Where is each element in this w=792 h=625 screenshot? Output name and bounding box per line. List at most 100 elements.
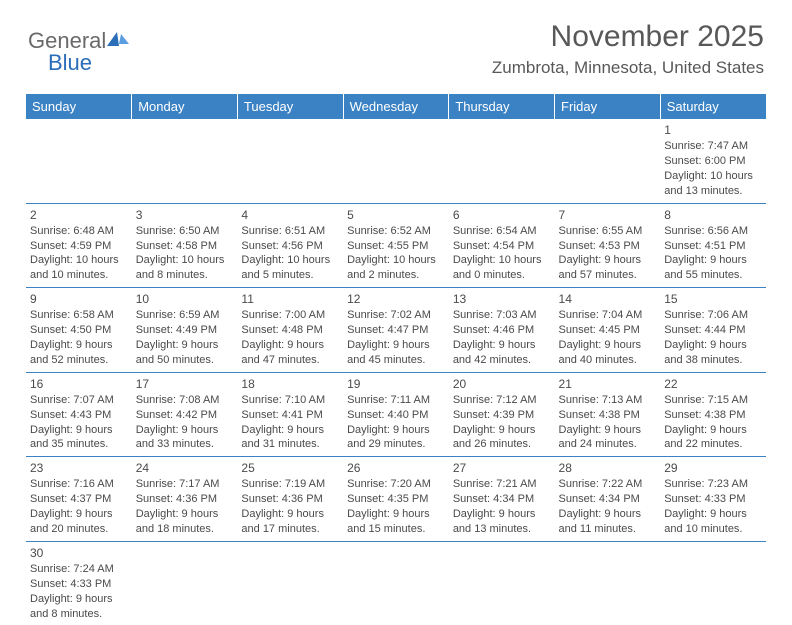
daylight-text: Daylight: 9 hours xyxy=(453,423,551,438)
logo-sail-icon xyxy=(107,32,119,46)
calendar-table: SundayMondayTuesdayWednesdayThursdayFrid… xyxy=(26,94,766,625)
sunset-text: Sunset: 4:45 PM xyxy=(559,323,657,338)
calendar-cell: 8Sunrise: 6:56 AMSunset: 4:51 PMDaylight… xyxy=(660,203,766,288)
daylight-text: and 45 minutes. xyxy=(347,353,445,368)
sunrise-text: Sunrise: 7:20 AM xyxy=(347,477,445,492)
weekday-header: Tuesday xyxy=(237,94,343,119)
month-title: November 2025 xyxy=(492,20,764,54)
sunset-text: Sunset: 4:59 PM xyxy=(30,239,128,254)
daylight-text: Daylight: 9 hours xyxy=(30,592,128,607)
day-number: 16 xyxy=(30,376,128,392)
daylight-text: Daylight: 9 hours xyxy=(241,423,339,438)
calendar-cell: 29Sunrise: 7:23 AMSunset: 4:33 PMDayligh… xyxy=(660,457,766,542)
daylight-text: and 55 minutes. xyxy=(664,268,762,283)
day-number: 2 xyxy=(30,207,128,223)
day-number: 18 xyxy=(241,376,339,392)
calendar-cell: 22Sunrise: 7:15 AMSunset: 4:38 PMDayligh… xyxy=(660,372,766,457)
daylight-text: and 15 minutes. xyxy=(347,522,445,537)
calendar-cell: 2Sunrise: 6:48 AMSunset: 4:59 PMDaylight… xyxy=(26,203,132,288)
sunset-text: Sunset: 4:48 PM xyxy=(241,323,339,338)
sunset-text: Sunset: 4:41 PM xyxy=(241,408,339,423)
daylight-text: and 52 minutes. xyxy=(30,353,128,368)
weekday-header: Friday xyxy=(555,94,661,119)
daylight-text: and 38 minutes. xyxy=(664,353,762,368)
calendar-cell xyxy=(132,119,238,203)
daylight-text: and 57 minutes. xyxy=(559,268,657,283)
daylight-text: and 13 minutes. xyxy=(453,522,551,537)
title-block: November 2025 Zumbrota, Minnesota, Unite… xyxy=(492,20,764,78)
daylight-text: and 47 minutes. xyxy=(241,353,339,368)
sunset-text: Sunset: 4:37 PM xyxy=(30,492,128,507)
calendar-cell: 30Sunrise: 7:24 AMSunset: 4:33 PMDayligh… xyxy=(26,541,132,625)
calendar-cell: 6Sunrise: 6:54 AMSunset: 4:54 PMDaylight… xyxy=(449,203,555,288)
day-number: 19 xyxy=(347,376,445,392)
daylight-text: Daylight: 9 hours xyxy=(664,423,762,438)
daylight-text: and 29 minutes. xyxy=(347,437,445,452)
day-number: 20 xyxy=(453,376,551,392)
calendar-cell: 5Sunrise: 6:52 AMSunset: 4:55 PMDaylight… xyxy=(343,203,449,288)
calendar-cell: 3Sunrise: 6:50 AMSunset: 4:58 PMDaylight… xyxy=(132,203,238,288)
sunrise-text: Sunrise: 6:54 AM xyxy=(453,224,551,239)
weekday-header: Monday xyxy=(132,94,238,119)
sunrise-text: Sunrise: 6:56 AM xyxy=(664,224,762,239)
daylight-text: Daylight: 9 hours xyxy=(136,423,234,438)
daylight-text: Daylight: 9 hours xyxy=(30,423,128,438)
sunset-text: Sunset: 4:42 PM xyxy=(136,408,234,423)
location: Zumbrota, Minnesota, United States xyxy=(492,58,764,78)
daylight-text: and 26 minutes. xyxy=(453,437,551,452)
day-number: 17 xyxy=(136,376,234,392)
daylight-text: and 17 minutes. xyxy=(241,522,339,537)
day-number: 23 xyxy=(30,460,128,476)
daylight-text: and 31 minutes. xyxy=(241,437,339,452)
daylight-text: Daylight: 9 hours xyxy=(664,253,762,268)
daylight-text: and 10 minutes. xyxy=(664,522,762,537)
calendar-cell: 11Sunrise: 7:00 AMSunset: 4:48 PMDayligh… xyxy=(237,288,343,373)
calendar-cell: 28Sunrise: 7:22 AMSunset: 4:34 PMDayligh… xyxy=(555,457,661,542)
day-number: 14 xyxy=(559,291,657,307)
daylight-text: Daylight: 10 hours xyxy=(453,253,551,268)
daylight-text: Daylight: 9 hours xyxy=(664,338,762,353)
sunrise-text: Sunrise: 7:11 AM xyxy=(347,393,445,408)
weekday-header: Thursday xyxy=(449,94,555,119)
calendar-cell: 21Sunrise: 7:13 AMSunset: 4:38 PMDayligh… xyxy=(555,372,661,457)
sunset-text: Sunset: 4:46 PM xyxy=(453,323,551,338)
daylight-text: and 5 minutes. xyxy=(241,268,339,283)
daylight-text: and 22 minutes. xyxy=(664,437,762,452)
daylight-text: Daylight: 10 hours xyxy=(30,253,128,268)
day-number: 25 xyxy=(241,460,339,476)
daylight-text: and 18 minutes. xyxy=(136,522,234,537)
daylight-text: Daylight: 9 hours xyxy=(241,507,339,522)
daylight-text: Daylight: 9 hours xyxy=(136,507,234,522)
daylight-text: and 42 minutes. xyxy=(453,353,551,368)
sunrise-text: Sunrise: 7:13 AM xyxy=(559,393,657,408)
calendar-cell xyxy=(555,541,661,625)
calendar-cell: 12Sunrise: 7:02 AMSunset: 4:47 PMDayligh… xyxy=(343,288,449,373)
day-number: 12 xyxy=(347,291,445,307)
calendar-cell xyxy=(132,541,238,625)
calendar-cell xyxy=(343,119,449,203)
daylight-text: Daylight: 10 hours xyxy=(136,253,234,268)
sunrise-text: Sunrise: 6:58 AM xyxy=(30,308,128,323)
daylight-text: and 13 minutes. xyxy=(664,184,762,199)
calendar-body: 1Sunrise: 7:47 AMSunset: 6:00 PMDaylight… xyxy=(26,119,766,625)
daylight-text: Daylight: 9 hours xyxy=(559,338,657,353)
day-number: 8 xyxy=(664,207,762,223)
daylight-text: Daylight: 10 hours xyxy=(241,253,339,268)
sunset-text: Sunset: 4:34 PM xyxy=(559,492,657,507)
sunset-text: Sunset: 4:43 PM xyxy=(30,408,128,423)
sunrise-text: Sunrise: 6:48 AM xyxy=(30,224,128,239)
calendar-head: SundayMondayTuesdayWednesdayThursdayFrid… xyxy=(26,94,766,119)
day-number: 9 xyxy=(30,291,128,307)
sunrise-text: Sunrise: 7:06 AM xyxy=(664,308,762,323)
calendar-cell xyxy=(449,541,555,625)
sunset-text: Sunset: 4:36 PM xyxy=(136,492,234,507)
sunset-text: Sunset: 4:50 PM xyxy=(30,323,128,338)
sunset-text: Sunset: 4:55 PM xyxy=(347,239,445,254)
sunrise-text: Sunrise: 7:08 AM xyxy=(136,393,234,408)
sunrise-text: Sunrise: 7:02 AM xyxy=(347,308,445,323)
day-number: 30 xyxy=(30,545,128,561)
weekday-header: Sunday xyxy=(26,94,132,119)
calendar-cell: 17Sunrise: 7:08 AMSunset: 4:42 PMDayligh… xyxy=(132,372,238,457)
calendar-cell: 13Sunrise: 7:03 AMSunset: 4:46 PMDayligh… xyxy=(449,288,555,373)
calendar-cell xyxy=(237,541,343,625)
